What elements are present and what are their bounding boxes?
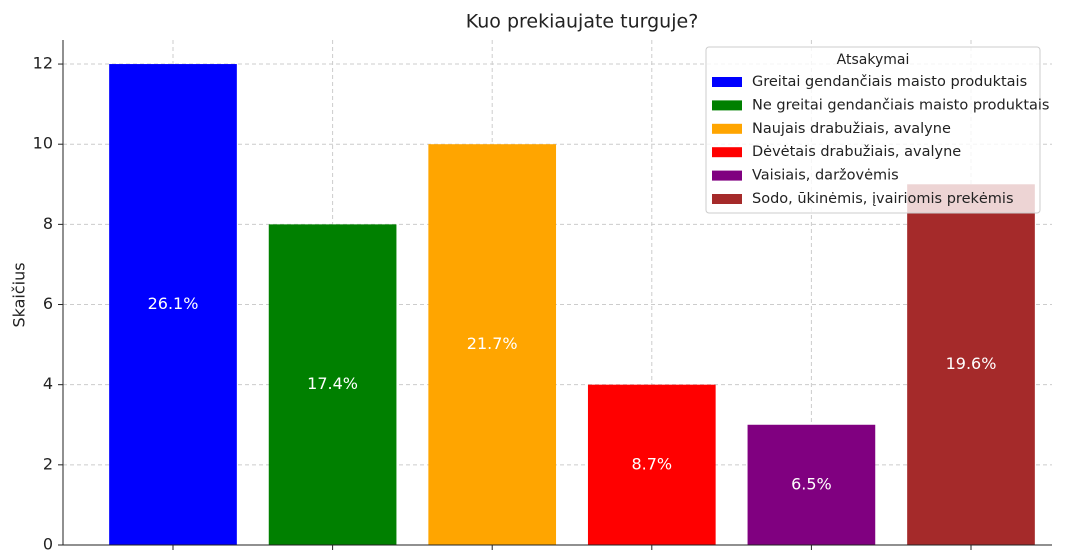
- y-tick-label: 2: [43, 454, 53, 473]
- legend-swatch: [712, 147, 742, 158]
- data-label: 21.7%: [467, 334, 518, 353]
- y-tick-label: 10: [33, 134, 53, 153]
- legend-label: Vaisiais, daržovėmis: [752, 168, 899, 184]
- legend-swatch: [712, 100, 742, 111]
- bar: [268, 224, 397, 545]
- legend-label: Naujais drabužiais, avalyne: [752, 121, 951, 137]
- legend-swatch: [712, 123, 742, 134]
- data-label: 6.5%: [791, 474, 832, 493]
- bar: [428, 144, 557, 545]
- data-label: 19.6%: [946, 354, 997, 373]
- chart-title: Kuo prekiaujate turguje?: [466, 11, 699, 33]
- y-tick-label: 4: [43, 374, 53, 393]
- data-label: 26.1%: [148, 294, 199, 313]
- y-axis-label: Skaičius: [10, 262, 29, 327]
- bar: [109, 64, 237, 546]
- data-label: 17.4%: [307, 374, 358, 393]
- legend-label: Dėvėtais drabužiais, avalyne: [752, 144, 961, 160]
- y-tick-label: 0: [43, 535, 53, 552]
- data-label: 8.7%: [631, 454, 672, 473]
- legend-box: [705, 46, 1041, 214]
- legend-label: Ne greitai gendančiais maisto produktais: [752, 97, 1049, 113]
- bar: [747, 424, 876, 545]
- legend-label: Greitai gendančiais maisto produktais: [752, 74, 1027, 90]
- bar: [907, 184, 1035, 546]
- y-tick-label: 6: [43, 294, 53, 313]
- legend-swatch: [712, 194, 742, 204]
- legend-swatch: [712, 170, 742, 181]
- legend-label: Sodo, ūkinėmis, įvairiomis prekėmis: [752, 191, 1014, 207]
- y-tick-label: 8: [43, 214, 53, 233]
- legend-title: Atsakymai: [837, 52, 910, 68]
- y-tick-label: 12: [33, 54, 53, 73]
- legend: Atsakymai Greitai gendančiais maisto prod…: [705, 46, 1049, 214]
- bar: [587, 384, 716, 545]
- legend-swatch: [712, 77, 742, 87]
